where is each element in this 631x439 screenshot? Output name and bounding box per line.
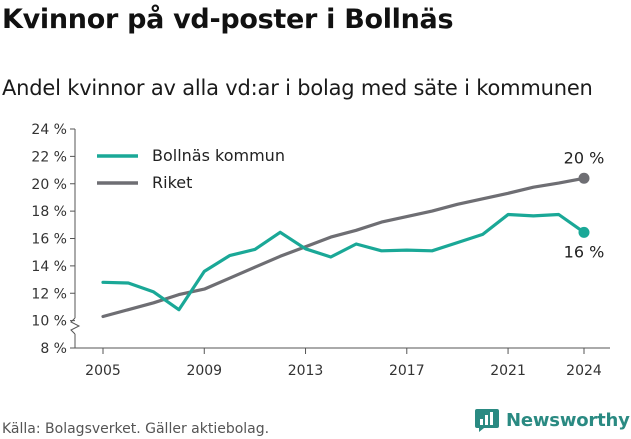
y-tick-label: 22 %: [31, 149, 67, 165]
legend-item-bollnas-label: Bollnäs kommun: [152, 146, 285, 165]
series-layer: [101, 172, 590, 319]
end-label-riket: 20 %: [564, 148, 605, 167]
y-tick-label: 12 %: [31, 286, 67, 302]
x-tick-label: 2017: [389, 363, 425, 379]
legend-item-riket-label: Riket: [152, 173, 192, 192]
source-note: Källa: Bolagsverket. Gäller aktiebolag.: [2, 421, 270, 437]
x-tick-label: 2021: [490, 363, 526, 379]
y-tick-label: 10 %: [31, 314, 67, 330]
end-point-riket: [578, 172, 590, 184]
chart-title: Kvinnor på vd-poster i Bollnäs: [2, 4, 454, 35]
line-chart: 8 % 10 % 12 % 14 % 16 % 18 % 20 % 22 % 24 % 2005…: [31, 122, 610, 379]
series-line-riket: [101, 176, 586, 319]
y-tick-label: 20 %: [31, 177, 67, 193]
chart-subtitle: Andel kvinnor av alla vd:ar i bolag med …: [2, 76, 593, 100]
y-tick-label: 16 %: [31, 232, 67, 248]
x-axis: 2005 2009 2013 2017 2021 2024: [75, 347, 610, 379]
newsworthy-logo-icon: [475, 409, 499, 432]
x-tick-label: 2005: [85, 363, 121, 379]
brand-logo-group: Newsworthy: [474, 407, 630, 433]
legend: Bollnäs kommun Riket: [97, 146, 285, 192]
y-tick-label: 8 %: [40, 341, 67, 357]
y-tick-label: 18 %: [31, 204, 67, 220]
y-axis: 8 % 10 % 12 % 14 % 16 % 18 % 20 % 22 % 24 %: [31, 122, 81, 357]
end-labels: 20 % 16 %: [564, 148, 605, 261]
x-tick-label: 2024: [566, 363, 602, 379]
y-tick-label: 24 %: [31, 122, 67, 138]
series-line-bollnas: [101, 212, 586, 312]
end-point-bollnas: [578, 226, 590, 238]
x-tick-label: 2009: [186, 363, 222, 379]
end-label-bollnas: 16 %: [564, 242, 605, 261]
y-tick-label: 14 %: [31, 259, 67, 275]
x-tick-label: 2013: [288, 363, 324, 379]
brand-name: Newsworthy: [506, 409, 630, 431]
